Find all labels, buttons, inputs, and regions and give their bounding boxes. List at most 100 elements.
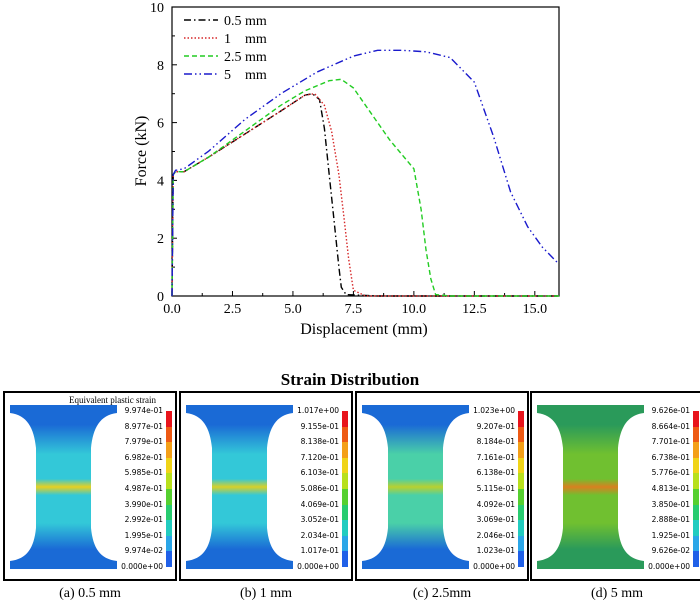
colorbar-label: 0.000e+00 — [648, 562, 690, 571]
colorbar-label: 3.850e-01 — [651, 499, 690, 509]
colorbar-label: 4.069e-01 — [300, 499, 339, 509]
colorbar-label: 5.776e-01 — [651, 468, 690, 478]
force-displacement-chart: 0.0 2.5 5.0 7.5 10.0 12.5 15.0 0 2 4 6 8 10 0.5 mm 1 … — [133, 1, 560, 338]
colorbar-segment — [166, 473, 172, 489]
colorbar-segment — [166, 504, 172, 521]
specimen-contour — [362, 405, 469, 569]
colorbar-label: 3.069e-01 — [476, 515, 515, 525]
colorbar-label: 2.992e-01 — [124, 515, 163, 525]
colorbar-label: 7.701e-01 — [651, 437, 690, 447]
x-tick-label: 7.5 — [345, 302, 363, 317]
colorbar-label: 6.982e-01 — [124, 452, 163, 462]
colorbar-label: 9.974e-01 — [124, 406, 163, 415]
strain-panel: 9.626e-01 8.664e-01 7.701e-01 6.738e-01 5.77… — [530, 391, 700, 581]
specimen-shape — [186, 405, 293, 569]
specimen-contour — [186, 405, 293, 569]
panel-caption: (a) 0.5 mm — [59, 586, 121, 601]
colorbar-segment — [518, 489, 524, 505]
colorbar-label: 9.207e-01 — [476, 421, 515, 431]
colorbar-segment — [166, 535, 172, 552]
series-line-0 — [171, 92, 559, 297]
colorbar-segment — [342, 551, 348, 567]
legend-label: 1 mm — [224, 32, 267, 47]
colorbar-label: 1.023e+00 — [473, 406, 515, 415]
y-tick-label: 8 — [157, 59, 164, 74]
colorbar-label: 7.161e-01 — [476, 452, 515, 462]
specimen-contour — [10, 405, 117, 569]
colorbar-segment — [518, 535, 524, 552]
colorbar-segment — [518, 457, 524, 474]
colorbar-label: 1.995e-01 — [124, 530, 163, 540]
colorbar-segment — [693, 520, 699, 536]
colorbar-segment — [693, 489, 699, 505]
colorbar-label: 4.987e-01 — [124, 484, 163, 493]
colorbar-label: 4.813e-01 — [651, 484, 690, 493]
colorbar-segment — [342, 520, 348, 536]
colorbar-label: 9.155e-01 — [300, 421, 339, 431]
specimen-shape — [10, 405, 117, 569]
x-tick-label: 0.0 — [163, 302, 181, 317]
series-line-1 — [171, 92, 559, 297]
colorbar-segment — [166, 411, 172, 427]
colorbar-segment — [693, 473, 699, 489]
colorbar-segment — [693, 535, 699, 552]
colorbar-label: 0.000e+00 — [297, 562, 339, 571]
specimen-shape — [362, 405, 469, 569]
y-tick-label: 4 — [157, 174, 164, 189]
colorbar-segment — [518, 473, 524, 489]
x-tick-label: 12.5 — [462, 302, 487, 317]
colorbar-segment — [518, 504, 524, 521]
colorbar-segment — [166, 489, 172, 505]
y-axis-label: Force (kN) — [133, 116, 150, 187]
colorbar-segment — [693, 457, 699, 474]
colorbar-segment — [166, 551, 172, 567]
colorbar-segment — [518, 411, 524, 427]
specimen-shape — [537, 405, 644, 569]
colorbar-segment — [518, 442, 524, 458]
x-axis-label: Displacement (mm) — [300, 321, 428, 338]
colorbar-segment — [342, 442, 348, 458]
colorbar-label: 2.888e-01 — [651, 515, 690, 525]
colorbar-segment — [693, 442, 699, 458]
colorbar-label: 0.000e+00 — [473, 562, 515, 571]
colorbar-label: 1.023e-01 — [476, 546, 515, 556]
colorbar-label: 8.184e-01 — [476, 437, 515, 447]
colorbar-segment — [518, 520, 524, 536]
colorbar-segment — [342, 535, 348, 552]
series-line-2 — [171, 78, 559, 297]
y-tick-label: 10 — [150, 1, 164, 16]
colorbar-label: 1.017e+00 — [297, 406, 339, 415]
series-line-3 — [171, 49, 560, 297]
colorbar-segment — [342, 489, 348, 505]
y-tick-label: 0 — [157, 290, 164, 305]
y-tick-label: 6 — [157, 117, 164, 132]
colorbar-segment — [693, 504, 699, 521]
colorbar-segment — [166, 442, 172, 458]
strain-distribution-title: Strain Distribution — [280, 370, 420, 389]
colorbar-label: 9.974e-02 — [124, 546, 163, 556]
specimen-contour — [537, 405, 644, 569]
colorbar-segment — [693, 426, 699, 443]
colorbar-label: 6.138e-01 — [476, 468, 515, 478]
colorbar-label: 8.977e-01 — [124, 421, 163, 431]
x-tick-label: 5.0 — [284, 302, 302, 317]
colorbar-label: 2.034e-01 — [300, 530, 339, 540]
colorbar-segment — [342, 504, 348, 521]
colorbar-label: 1.017e-01 — [300, 546, 339, 556]
colorbar-title: Equivalent plastic strain — [69, 395, 156, 405]
colorbar-label: 8.664e-01 — [651, 421, 690, 431]
legend-label: 5 mm — [224, 68, 267, 83]
colorbar-segment — [342, 426, 348, 443]
colorbar-segment — [342, 473, 348, 489]
panel-caption: (b) 1 mm — [239, 586, 293, 601]
colorbar-label: 5.115e-01 — [476, 484, 515, 493]
colorbar-label: 3.990e-01 — [124, 499, 163, 509]
x-tick-label: 10.0 — [402, 302, 427, 317]
colorbar-segment — [166, 520, 172, 536]
legend-label: 0.5 mm — [224, 14, 267, 29]
colorbar-label: 7.979e-01 — [124, 437, 163, 447]
colorbar-segment — [693, 411, 699, 427]
colorbar-label: 8.138e-01 — [300, 437, 339, 447]
colorbar-label: 3.052e-01 — [300, 515, 339, 525]
colorbar-label: 5.985e-01 — [124, 468, 163, 478]
